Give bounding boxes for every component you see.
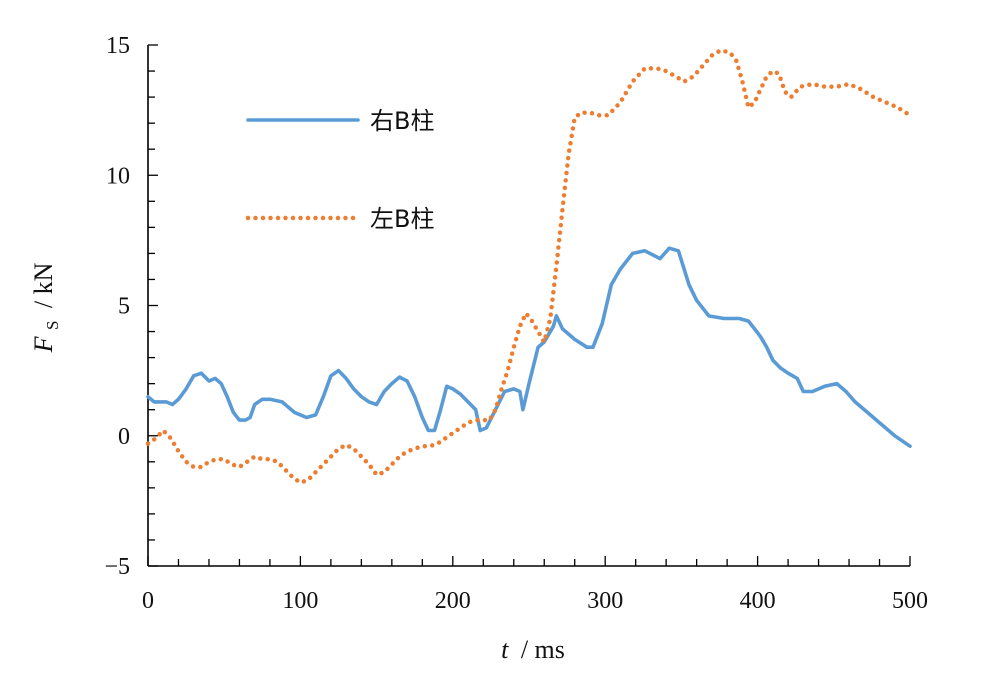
y-tick-label: 15 <box>106 33 130 59</box>
y-axis-unit: / kN <box>29 262 58 308</box>
legend-label-left-b-pillar: 左B柱 <box>370 205 434 233</box>
x-tick-label: 0 <box>142 588 154 614</box>
x-tick-label: 300 <box>587 588 623 614</box>
x-tick-label: 500 <box>892 588 928 614</box>
legend-label-right-b-pillar: 右B柱 <box>370 107 434 135</box>
x-tick-label: 200 <box>435 588 471 614</box>
legend: 右B柱 左B柱 <box>245 107 434 233</box>
y-tick-label: 0 <box>118 424 130 450</box>
series-line-right-b-pillar <box>146 246 912 449</box>
y-tick-label: 10 <box>106 163 130 189</box>
axis-titles: t / ms F S / kN <box>29 262 565 664</box>
y-axis-title: F S / kN <box>29 262 64 353</box>
y-axis-variable: F <box>29 335 58 353</box>
x-tick-label: 400 <box>740 588 776 614</box>
x-axis-title: t / ms <box>501 635 565 664</box>
axes: −5 0 5 10 15 0 100 200 300 400 500 <box>104 33 928 614</box>
series-lines <box>145 47 913 485</box>
x-axis-variable: t <box>501 635 509 664</box>
series-line-left-b-pillar <box>145 47 913 485</box>
y-tick-label: 5 <box>118 294 130 320</box>
x-tick-label: 100 <box>282 588 318 614</box>
x-axis-unit: / ms <box>521 635 565 664</box>
y-axis-subscript: S <box>43 321 62 330</box>
y-tick-label: −5 <box>104 554 130 580</box>
